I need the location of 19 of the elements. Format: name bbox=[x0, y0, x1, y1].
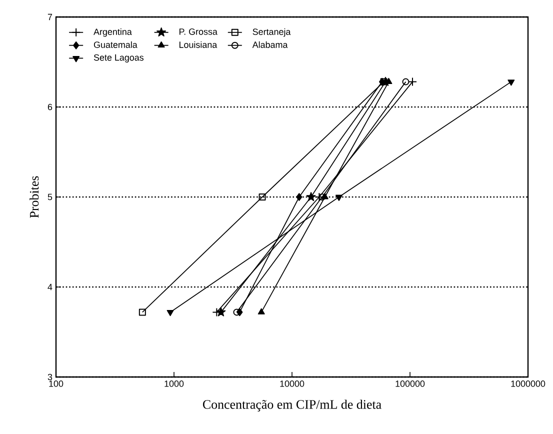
legend-label: P. Grossa bbox=[179, 28, 218, 35]
x-tick-label: 10000 bbox=[280, 380, 304, 387]
legend-label: Argentina bbox=[94, 28, 132, 37]
legend-label: Alabama bbox=[252, 41, 288, 48]
y-tick-label: 3 bbox=[48, 374, 52, 380]
x-tick-label: 100000 bbox=[396, 380, 425, 387]
x-axis-title: Concentração em CIP/mL de dieta bbox=[202, 400, 382, 412]
y-tick-label: 4 bbox=[48, 284, 52, 290]
x-tick-label: 100 bbox=[49, 380, 64, 387]
x-tick-label: 1000 bbox=[164, 380, 184, 387]
y-tick-label: 7 bbox=[48, 14, 52, 20]
x-tick-label: 1000000 bbox=[511, 380, 546, 387]
y-tick-label: 5 bbox=[48, 194, 52, 200]
legend-label: Louisiana bbox=[179, 41, 218, 48]
legend-label: Guatemala bbox=[94, 41, 138, 48]
legend-label: Sete Lagoas bbox=[94, 54, 144, 62]
y-axis-title: Probites bbox=[30, 176, 39, 218]
legend-label: Sertaneja bbox=[252, 28, 291, 37]
y-tick-label: 6 bbox=[48, 104, 52, 110]
